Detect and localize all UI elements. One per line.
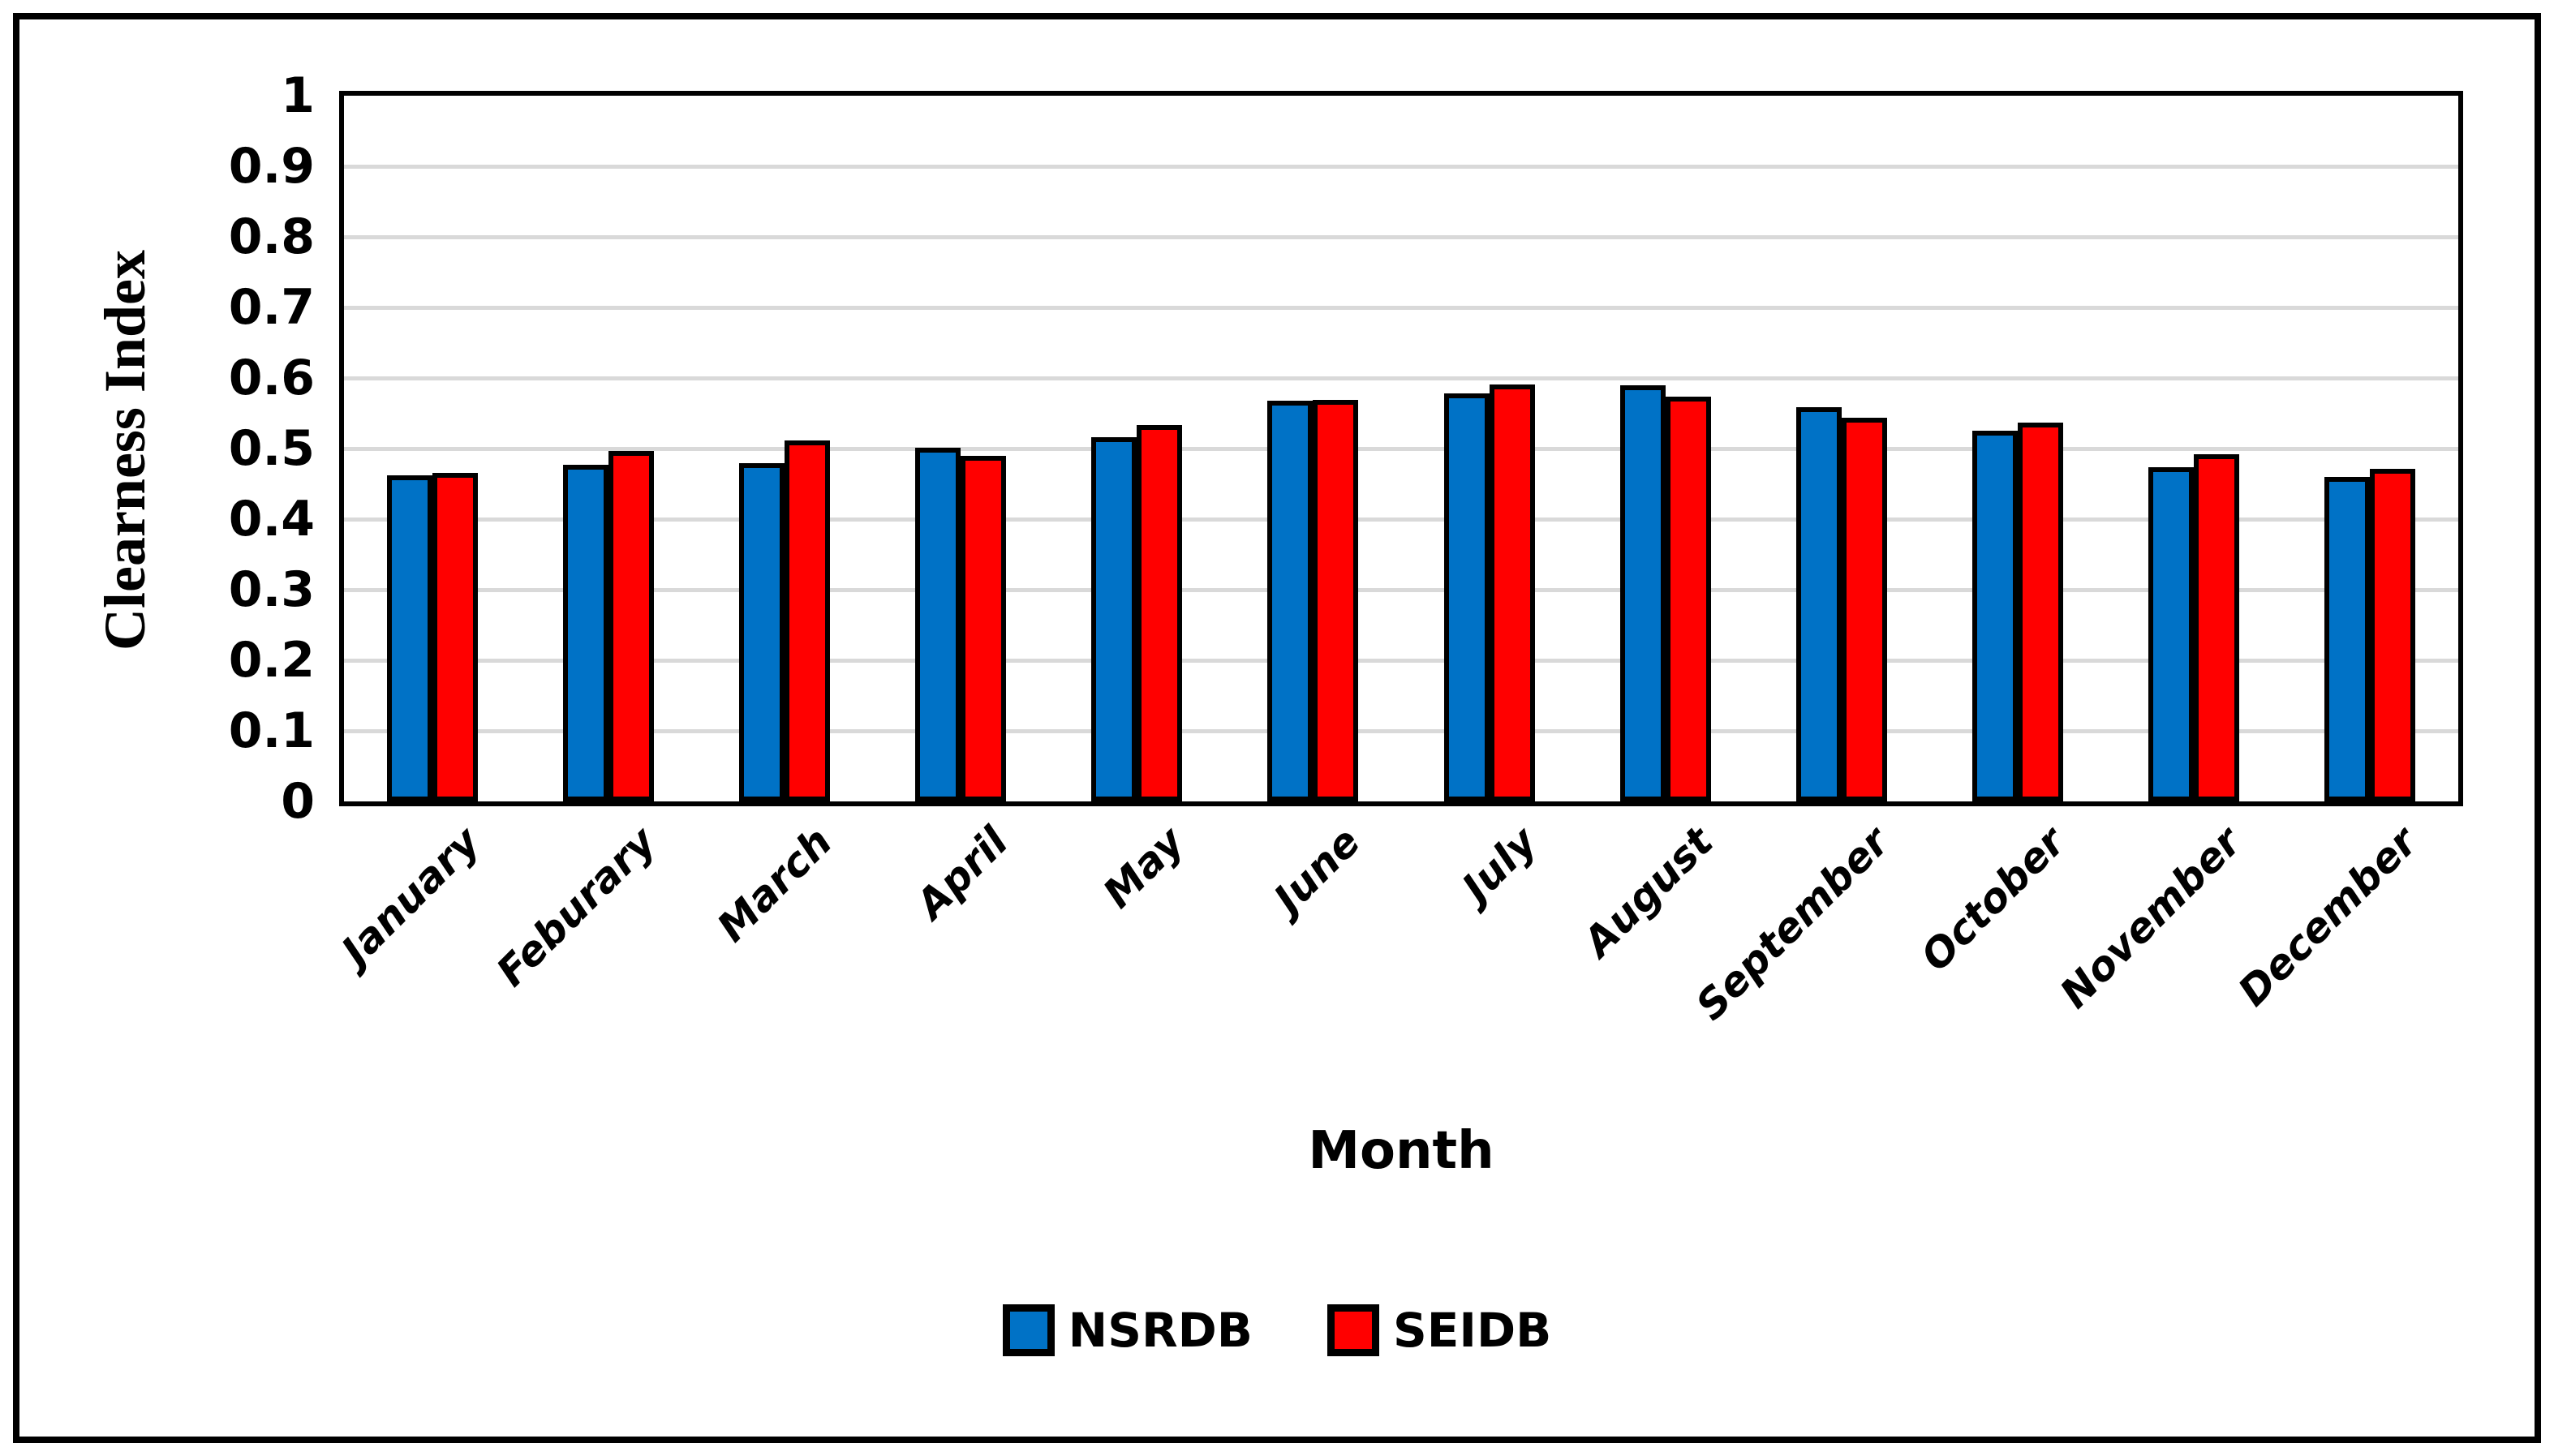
gridline — [344, 659, 2458, 663]
y-axis-title: Clearness Index — [92, 250, 157, 651]
bar-seidb-december — [2370, 469, 2416, 801]
bar-nsrdb-november — [2148, 467, 2195, 801]
bar-seidb-april — [961, 456, 1007, 801]
legend-swatch-seidb — [1327, 1304, 1379, 1356]
bar-seidb-january — [432, 473, 478, 801]
legend-label-nsrdb: NSRDB — [1068, 1303, 1253, 1358]
bar-seidb-july — [1489, 384, 1535, 801]
bar-seidb-november — [2194, 454, 2240, 801]
bar-nsrdb-june — [1267, 401, 1314, 801]
bar-seidb-may — [1137, 425, 1183, 801]
bar-seidb-october — [2018, 423, 2064, 801]
gridline — [344, 518, 2458, 522]
legend: NSRDB SEIDB — [0, 1304, 2554, 1356]
y-tick-label: 0.1 — [228, 702, 315, 759]
legend-item-nsrdb: NSRDB — [1002, 1303, 1253, 1358]
gridline — [344, 729, 2458, 733]
x-axis-title: Month — [1308, 1121, 1494, 1181]
y-tick-label: 0 — [281, 773, 315, 830]
legend-item-seidb: SEIDB — [1327, 1304, 1551, 1356]
y-tick-label: 0.9 — [228, 138, 315, 195]
y-tick-label: 0.6 — [228, 350, 315, 406]
bar-seidb-march — [784, 440, 830, 801]
gridline — [344, 447, 2458, 451]
bar-nsrdb-may — [1091, 437, 1137, 801]
y-tick-label: 0.5 — [228, 420, 315, 477]
bar-nsrdb-september — [1795, 407, 1842, 801]
y-tick-label: 0.7 — [228, 279, 315, 336]
bar-seidb-august — [1665, 397, 1711, 801]
y-tick-label: 0.3 — [228, 561, 315, 618]
bar-seidb-september — [1841, 418, 1887, 801]
bar-seidb-june — [1313, 400, 1359, 801]
y-tick-label: 0.2 — [228, 632, 315, 689]
gridline — [344, 376, 2458, 380]
figure-border — [13, 13, 2541, 1443]
y-tick-label: 0.8 — [228, 208, 315, 265]
gridline — [344, 306, 2458, 310]
gridline — [344, 235, 2458, 239]
bar-nsrdb-october — [1972, 431, 2019, 801]
legend-label-seidb: SEIDB — [1393, 1303, 1552, 1358]
gridline — [344, 588, 2458, 592]
bar-nsrdb-january — [386, 475, 432, 801]
legend-swatch-nsrdb — [1002, 1304, 1055, 1356]
gridline — [344, 165, 2458, 169]
y-tick-label: 0.4 — [228, 491, 315, 548]
bar-nsrdb-august — [1619, 385, 1666, 801]
y-tick-label: 1 — [281, 67, 315, 124]
bar-nsrdb-march — [738, 463, 785, 801]
plot-area — [344, 96, 2458, 801]
bar-seidb-feburary — [608, 451, 654, 801]
bar-nsrdb-feburary — [562, 465, 608, 801]
bar-nsrdb-december — [2324, 477, 2371, 801]
bar-nsrdb-july — [1443, 393, 1490, 801]
bar-nsrdb-april — [915, 448, 961, 801]
